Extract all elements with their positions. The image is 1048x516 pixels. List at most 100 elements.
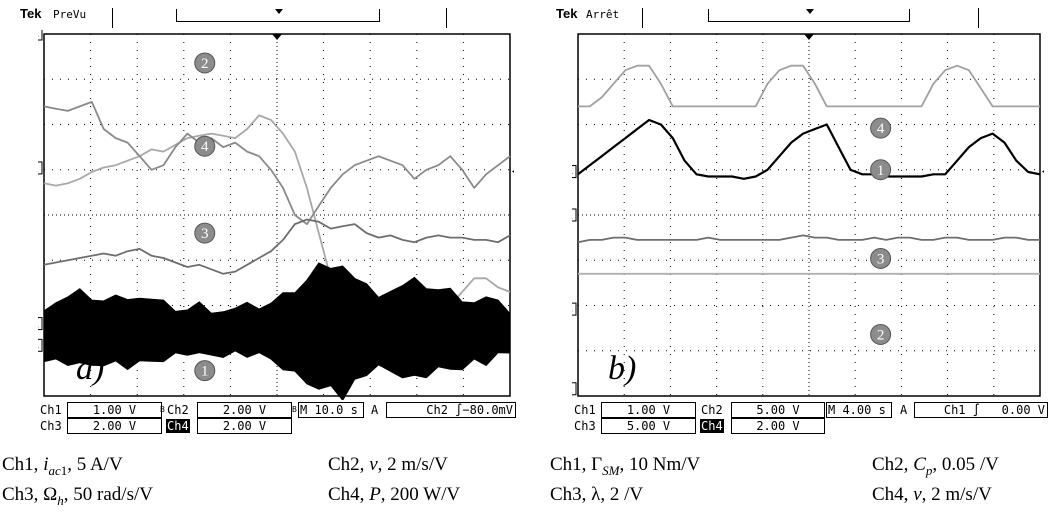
readout-trigger-mode: A xyxy=(900,403,908,417)
caption-symbol: v xyxy=(913,484,922,505)
readout-ch3-label: Ch3 xyxy=(574,419,596,433)
marker-box xyxy=(572,382,577,396)
trace-badge-2: 2 xyxy=(194,52,216,74)
scope-b-panel: Tek Arrêt 4 1 3 2 4 1 3 2 b) Ch1 1.00 V Ch2 5.0… xyxy=(548,0,1048,435)
acquisition-mode: Arrêt xyxy=(586,8,620,21)
waveform-screen-b: 4 1 3 2 4 1 3 2 xyxy=(572,30,1044,400)
caption-subscript: ac xyxy=(48,462,61,478)
channel-marker-2: 2 xyxy=(572,382,577,396)
waveform-plot-b: 4 1 3 2 4 1 3 2 xyxy=(572,33,1044,397)
marker-label: 1 xyxy=(38,320,39,331)
readout-ch2-label: Ch2 xyxy=(167,403,189,417)
caption-subscript: 1 xyxy=(60,462,68,478)
trace-badge-4: 4 xyxy=(194,135,216,157)
marker-label: 4 xyxy=(38,30,39,41)
trigger-time-icon xyxy=(804,34,814,40)
badge-number: 2 xyxy=(877,327,885,343)
caption-b-ch4: Ch4, v, 2 m/s/V xyxy=(872,484,992,506)
caption-subscript: SM xyxy=(602,462,620,478)
caption-b-ch1: Ch1, ΓSM, 10 Nm/V xyxy=(550,454,700,479)
marker-box xyxy=(38,30,43,41)
readout-b: Ch1 1.00 V Ch2 5.00 V M 4.00 s A Ch1 ∫ 0… xyxy=(574,402,1048,434)
tek-logo: Tek xyxy=(20,6,42,21)
trace-ch1-envelope xyxy=(43,262,511,400)
trigger-position-icon xyxy=(275,9,283,14)
readout-bw-flag: B xyxy=(160,405,165,414)
badge-circle xyxy=(194,360,216,382)
scope-a-header: Tek PreVu xyxy=(0,0,520,30)
readout-ch1-scale: 1.00 V xyxy=(67,402,162,418)
trace-badge-3: 3 xyxy=(194,222,216,244)
header-tick xyxy=(642,8,643,28)
badge-number: 3 xyxy=(877,251,885,267)
badge-number: 4 xyxy=(201,139,209,155)
badge-circle xyxy=(870,247,892,269)
readout-bw-flag: B xyxy=(292,405,297,414)
channel-marker-1: 1 xyxy=(572,208,577,222)
readout-ch4-scale: 2.00 V xyxy=(197,418,292,434)
caption-text: Ch1, xyxy=(2,454,44,475)
trace-ch1 xyxy=(577,118,1041,180)
scope-a-panel: Tek PreVu 2 4 3 1 4 2 1 3 a) Ch1 1.00 V B Ch2 2… xyxy=(0,0,520,435)
caption-b-ch2: Ch2, Cp, 0.05 /V xyxy=(872,454,999,479)
caption-text: Ch3, λ, 2 /V xyxy=(550,484,644,505)
readout-ch3-scale: 5.00 V xyxy=(601,418,696,434)
trace-ch3 xyxy=(577,234,1040,244)
waveform-screen-a: 2 4 3 1 4 2 1 3 xyxy=(38,30,514,400)
caption-a-ch4: Ch4, P, 200 W/V xyxy=(328,484,460,506)
caption-symbol: P xyxy=(369,484,381,505)
channel-marker-3: 3 xyxy=(572,302,577,316)
badge-number: 3 xyxy=(201,226,209,242)
trace-badge-1: 1 xyxy=(194,360,216,382)
header-tick xyxy=(978,8,979,28)
badge-number: 1 xyxy=(201,364,209,380)
marker-box xyxy=(38,161,43,175)
marker-label: 3 xyxy=(38,341,39,352)
readout-timebase: M 10.0 s xyxy=(298,402,364,418)
caption-b-ch3: Ch3, λ, 2 /V xyxy=(550,484,643,506)
caption-text: , 2 m/s/V xyxy=(921,484,992,505)
marker-label: 3 xyxy=(572,305,573,316)
caption-symbol: i xyxy=(43,454,49,475)
trace-ch4 xyxy=(43,101,511,225)
trace-badge-3: 3 xyxy=(870,247,892,269)
readout-ch3-label: Ch3 xyxy=(40,419,62,433)
caption-text: , 10 Nm/V xyxy=(619,454,701,475)
badge-number: 4 xyxy=(877,121,885,137)
readout-ch2-scale: 2.00 V xyxy=(197,402,292,418)
trigger-time-icon xyxy=(272,34,282,40)
marker-box xyxy=(38,338,43,352)
caption-text: Ch4, xyxy=(328,484,370,505)
badge-number: 1 xyxy=(877,163,885,179)
waveform-plot-a: 2 4 3 1 4 2 1 3 xyxy=(38,30,514,400)
record-window-bracket xyxy=(176,9,380,22)
marker-label: 2 xyxy=(38,164,39,175)
channel-marker-4: 4 xyxy=(572,165,577,179)
channel-marker-2: 2 xyxy=(38,161,43,175)
badge-circle xyxy=(870,323,892,345)
badge-circle xyxy=(194,222,216,244)
trigger-level-icon xyxy=(1042,170,1044,173)
panel-label-a: a) xyxy=(76,350,105,387)
readout-trigger-level: Ch1 ∫ 0.00 V xyxy=(914,402,1048,418)
trace-ch3 xyxy=(43,218,511,275)
caption-a-ch1: Ch1, iac1, 5 A/V xyxy=(2,454,123,479)
trace-badge-2: 2 xyxy=(870,323,892,345)
readout-ch3-scale: 2.00 V xyxy=(67,418,162,434)
readout-timebase: M 4.00 s xyxy=(826,402,892,418)
trigger-level-icon xyxy=(512,170,514,173)
header-tick xyxy=(446,8,447,28)
caption-text: , 50 rad/s/V xyxy=(63,484,153,505)
badge-number: 2 xyxy=(201,56,209,72)
readout-ch4-scale: 2.00 V xyxy=(731,418,825,434)
readout-a: Ch1 1.00 V B Ch2 2.00 V B M 10.0 s A Ch2… xyxy=(40,402,520,434)
caption-text: , 0.05 /V xyxy=(932,454,999,475)
channel-marker-4: 4 xyxy=(38,30,43,41)
caption-text: Ch3, Ω xyxy=(2,484,58,505)
readout-ch4-label: Ch4 xyxy=(700,419,724,433)
caption-text: Ch2, xyxy=(328,454,370,475)
readout-trigger-level: Ch2 ∫−80.0mV xyxy=(386,402,516,418)
caption-text: , 2 m/s/V xyxy=(377,454,448,475)
badge-circle xyxy=(870,117,892,139)
record-window-bracket xyxy=(708,9,910,22)
